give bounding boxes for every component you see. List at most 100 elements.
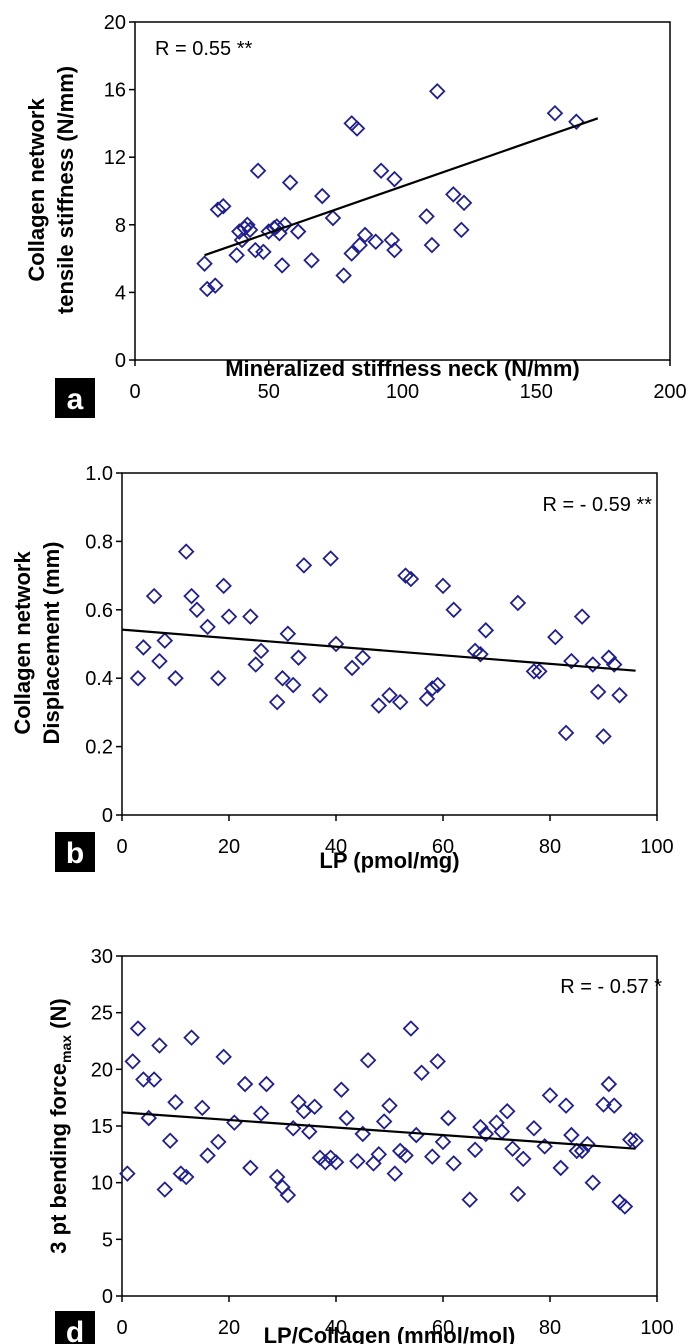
data-point: [284, 676, 302, 694]
data-point: [418, 208, 435, 225]
data-point: [183, 587, 200, 605]
data-point: [167, 1093, 184, 1111]
data-point: [303, 252, 320, 269]
x-tick-label: 40: [325, 836, 347, 858]
data-point: [313, 187, 331, 205]
panel-letter-badge: [55, 378, 95, 418]
y-tick-label: 0: [102, 1286, 113, 1308]
data-point: [241, 221, 259, 239]
data-point: [199, 1147, 216, 1164]
data-point: [541, 1087, 559, 1104]
y-tick-label: 1.0: [85, 463, 113, 485]
data-point: [215, 197, 232, 215]
data-point: [273, 257, 291, 274]
data-point: [514, 1150, 532, 1168]
data-point: [418, 690, 436, 707]
x-tick-label: 100: [640, 836, 673, 858]
data-point: [242, 608, 259, 625]
data-point: [402, 1020, 420, 1037]
y-tick-label: 0.8: [85, 531, 113, 553]
x-tick-label: 20: [218, 1317, 240, 1339]
data-point: [327, 635, 345, 653]
data-point: [129, 1020, 147, 1037]
data-point: [616, 1198, 634, 1215]
data-point: [306, 1098, 323, 1116]
x-tick-label: 0: [129, 381, 140, 403]
data-point: [563, 652, 580, 670]
data-point: [281, 174, 299, 191]
data-point: [595, 728, 612, 745]
data-point: [268, 1168, 286, 1186]
data-point: [477, 622, 495, 639]
data-point: [557, 1097, 575, 1114]
data-point: [236, 219, 253, 237]
data-point: [249, 162, 267, 179]
data-point: [140, 1109, 158, 1127]
data-point: [584, 656, 602, 673]
data-point: [434, 577, 452, 595]
data-point: [557, 724, 575, 742]
data-point: [295, 557, 313, 574]
data-point: [536, 1138, 553, 1155]
x-tick-label: 80: [539, 1317, 561, 1339]
data-point: [349, 1152, 366, 1170]
data-point: [359, 1051, 377, 1069]
plot-area: [134, 21, 671, 361]
data-point: [498, 1102, 516, 1120]
data-point: [386, 1165, 404, 1182]
x-tick-label: 100: [640, 1317, 673, 1339]
data-point: [531, 663, 548, 680]
data-point: [453, 221, 470, 239]
data-point: [589, 683, 607, 701]
y-tick-label: 8: [115, 215, 126, 237]
data-point: [402, 570, 420, 588]
regression-line: [204, 117, 599, 257]
correlation-annotation: R = - 0.59 **: [542, 494, 652, 516]
x-axis-label: Mineralized stiffness neck (N/mm): [225, 356, 580, 381]
x-tick-label: 0: [116, 1317, 127, 1339]
data-point: [354, 649, 372, 666]
data-point: [413, 1064, 430, 1082]
panel-letter: d: [66, 1316, 84, 1344]
data-point: [348, 120, 366, 137]
data-point: [605, 1097, 623, 1114]
y-axis-label: Collagen network: [24, 98, 49, 282]
y-tick-label: 0: [102, 805, 113, 827]
data-point: [472, 645, 489, 663]
panel-letter: b: [66, 837, 84, 870]
data-point: [563, 1126, 580, 1144]
data-point: [381, 687, 398, 704]
data-point: [242, 1159, 259, 1177]
data-point: [375, 1113, 393, 1130]
data-point: [279, 625, 297, 643]
data-point: [188, 601, 206, 619]
data-point: [391, 693, 409, 711]
data-point: [290, 649, 307, 666]
x-tick-label: 60: [432, 1317, 454, 1339]
data-point: [177, 543, 195, 560]
data-point: [343, 245, 360, 262]
data-point: [429, 1053, 446, 1070]
data-point: [568, 1142, 586, 1160]
data-point: [445, 1155, 462, 1172]
data-point: [199, 618, 216, 636]
data-point: [289, 223, 307, 240]
data-point: [324, 209, 342, 227]
data-point: [198, 280, 216, 298]
data-point: [424, 1148, 441, 1165]
data-point: [274, 669, 291, 687]
regression-line: [121, 628, 636, 672]
data-point: [311, 687, 329, 704]
data-point: [600, 1075, 618, 1093]
data-point: [233, 231, 251, 249]
data-point: [236, 1075, 254, 1093]
data-point: [434, 1133, 452, 1151]
data-point: [386, 241, 403, 259]
data-point: [477, 1125, 495, 1143]
data-point: [193, 1099, 211, 1117]
data-point: [525, 1119, 543, 1137]
data-point: [356, 226, 374, 244]
data-point: [338, 1109, 355, 1127]
y-tick-label: 0.2: [85, 737, 113, 759]
x-tick-label: 40: [325, 1317, 347, 1339]
